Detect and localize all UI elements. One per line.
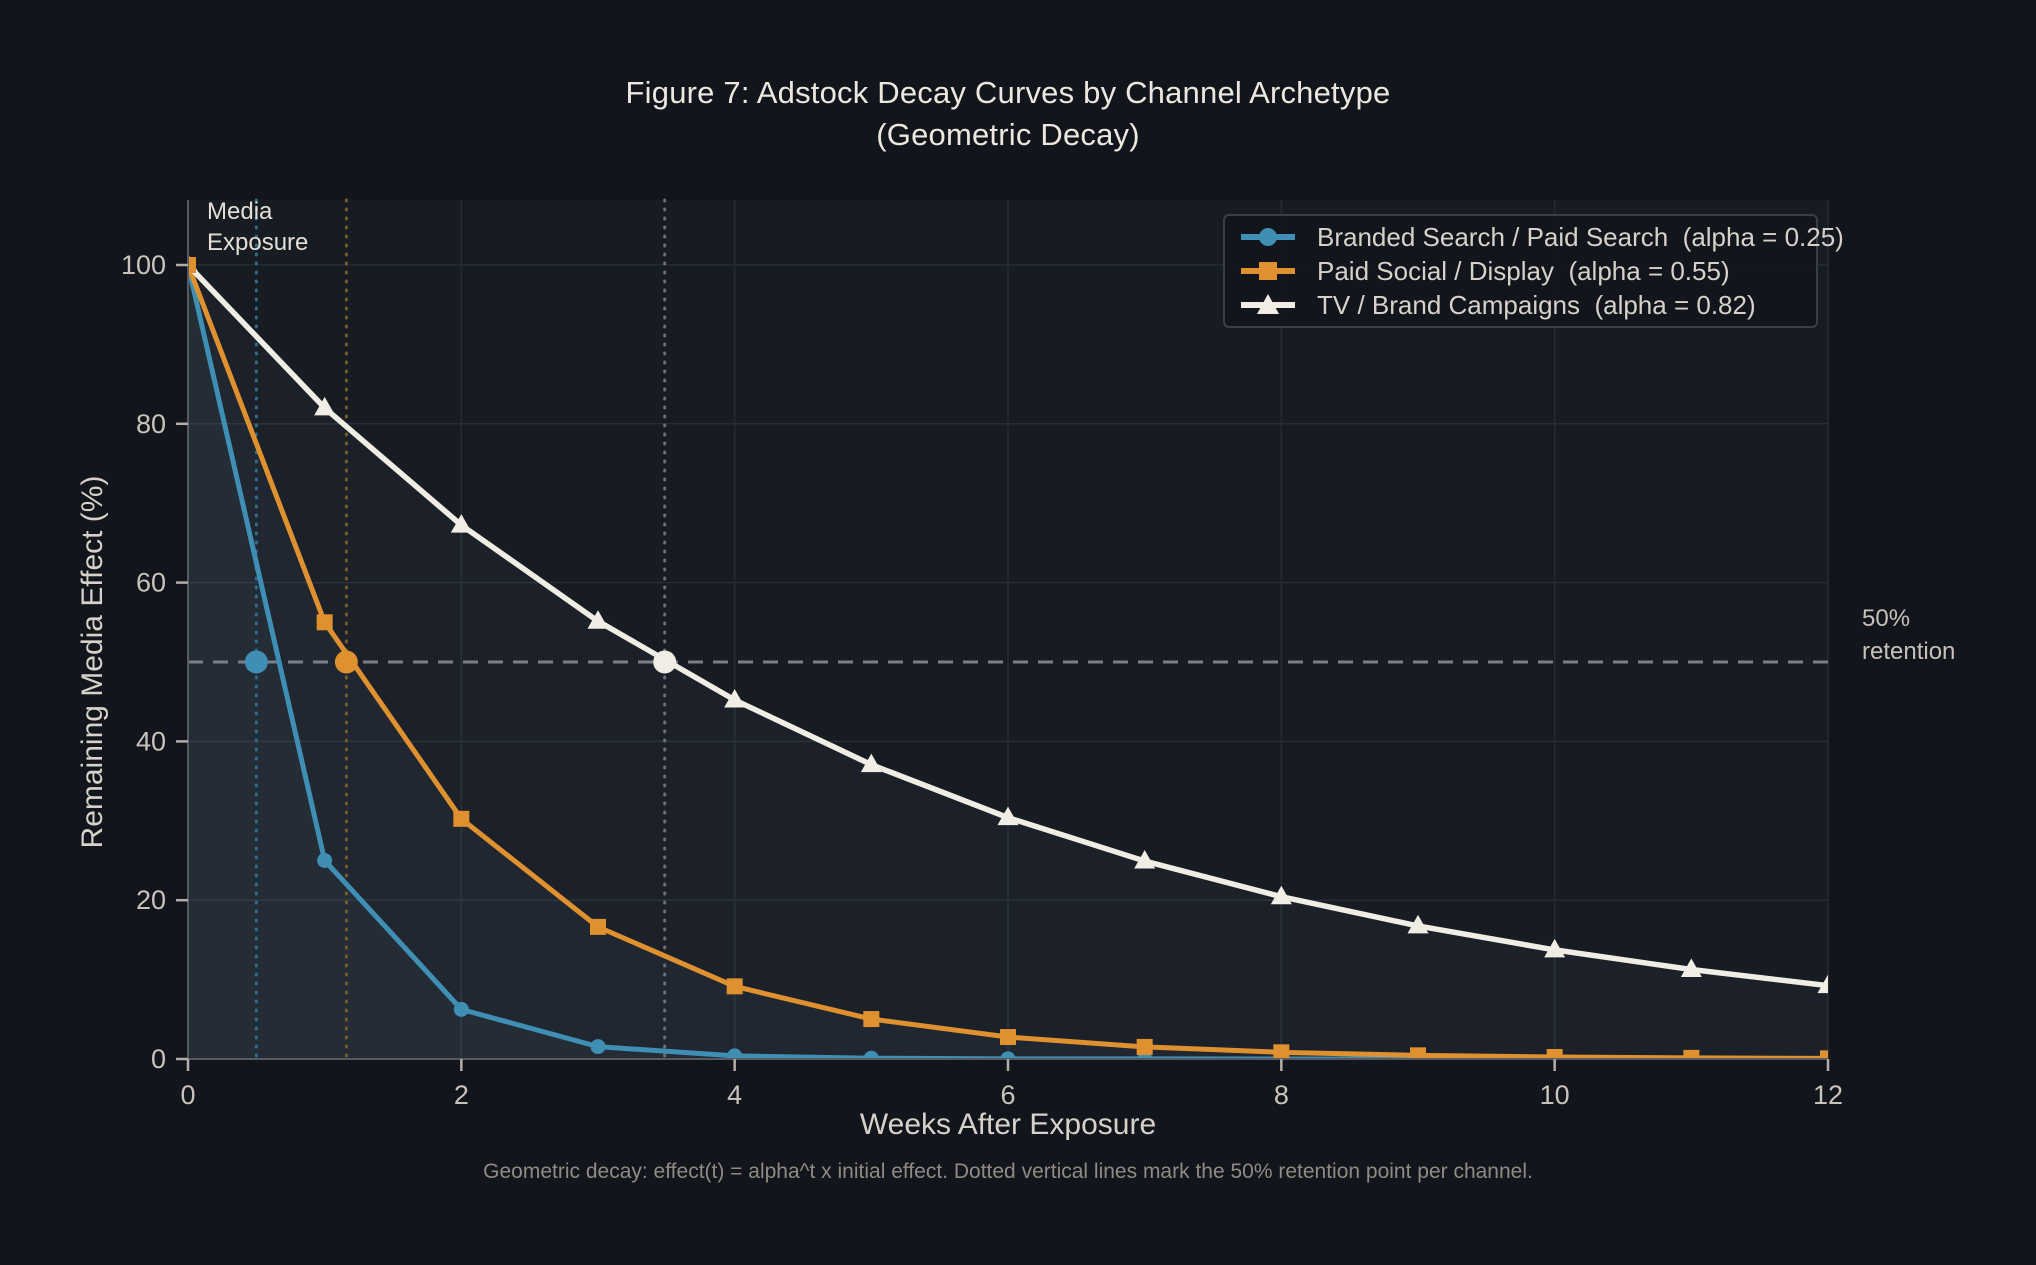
marker-triangle	[587, 610, 609, 629]
area-fill	[188, 265, 1828, 1059]
marker-triangle	[1817, 974, 1828, 994]
x-tick-label: 12	[1813, 1080, 1843, 1110]
y-tick-label: 20	[136, 885, 166, 915]
half-life-dot	[653, 650, 677, 674]
legend-label: Branded Search / Paid Search (alpha = 0.…	[1317, 221, 1844, 252]
marker-square	[1000, 1029, 1016, 1046]
marker-square	[1546, 1049, 1563, 1059]
x-tick-label: 8	[1274, 1080, 1289, 1110]
legend-marker-square	[1241, 262, 1295, 280]
y-tick-label: 100	[121, 250, 166, 280]
legend-item: Paid Social / Display (alpha = 0.55)	[1239, 254, 1816, 288]
marker-circle	[863, 1050, 879, 1059]
marker-triangle	[1134, 850, 1156, 869]
legend: Branded Search / Paid Search (alpha = 0.…	[1223, 214, 1844, 328]
marker-square	[590, 918, 606, 935]
marker-square	[1273, 1044, 1290, 1059]
annotation-50-retention: 50% retention	[1862, 605, 1956, 665]
marker-triangle	[1680, 958, 1702, 978]
y-tick-label: 80	[136, 409, 166, 439]
marker-triangle	[724, 688, 746, 708]
y-axis-label: Remaining Media Effect (%)	[76, 475, 109, 849]
legend-item: TV / Brand Campaigns (alpha = 0.82)	[1239, 288, 1816, 322]
marker-triangle	[860, 753, 882, 773]
y-tick-label: 40	[136, 726, 166, 756]
half-life-dot	[334, 650, 358, 674]
legend-marker-triangle	[1241, 294, 1295, 314]
x-tick-label: 6	[1000, 1080, 1015, 1110]
y-tick-label: 0	[151, 1044, 166, 1074]
half-life-dot	[244, 650, 268, 674]
chart-title: Figure 7: Adstock Decay Curves by Channe…	[625, 75, 1391, 152]
legend-marker-circle	[1241, 228, 1295, 246]
y-tick-label: 60	[136, 568, 166, 598]
marker-square	[316, 614, 333, 631]
marker-triangle	[450, 514, 472, 533]
marker-square	[726, 978, 743, 995]
x-tick-label: 0	[180, 1080, 195, 1110]
marker-circle	[727, 1048, 743, 1059]
area-fill	[188, 265, 1828, 1059]
legend-item: Branded Search / Paid Search (alpha = 0.…	[1239, 220, 1844, 254]
x-axis-label: Weeks After Exposure	[859, 1108, 1157, 1141]
marker-square	[453, 810, 470, 827]
annotation-media-exposure: Media Exposure	[207, 198, 309, 256]
marker-triangle	[997, 806, 1019, 826]
x-tick-label: 10	[1540, 1080, 1570, 1110]
marker-circle	[317, 853, 333, 868]
marker-circle	[453, 1001, 469, 1017]
marker-square	[1136, 1038, 1153, 1055]
chart-caption: Geometric decay: effect(t) = alpha^t x i…	[483, 1160, 1533, 1183]
legend-label: Paid Social / Display (alpha = 0.55)	[1317, 255, 1730, 286]
marker-square	[188, 257, 196, 273]
marker-circle	[590, 1039, 606, 1055]
marker-circle	[1000, 1051, 1016, 1059]
marker-triangle	[1407, 914, 1429, 934]
marker-square	[863, 1011, 880, 1028]
marker-square	[1820, 1050, 1828, 1059]
area-fill	[188, 265, 1828, 1059]
marker-triangle	[1544, 938, 1566, 958]
marker-square	[1683, 1049, 1700, 1059]
marker-square	[1410, 1047, 1426, 1059]
marker-triangle	[314, 396, 336, 416]
marker-triangle	[1270, 885, 1292, 905]
x-tick-label: 2	[454, 1080, 469, 1110]
x-tick-label: 4	[727, 1080, 742, 1110]
legend-label: TV / Brand Campaigns (alpha = 0.82)	[1317, 289, 1756, 320]
